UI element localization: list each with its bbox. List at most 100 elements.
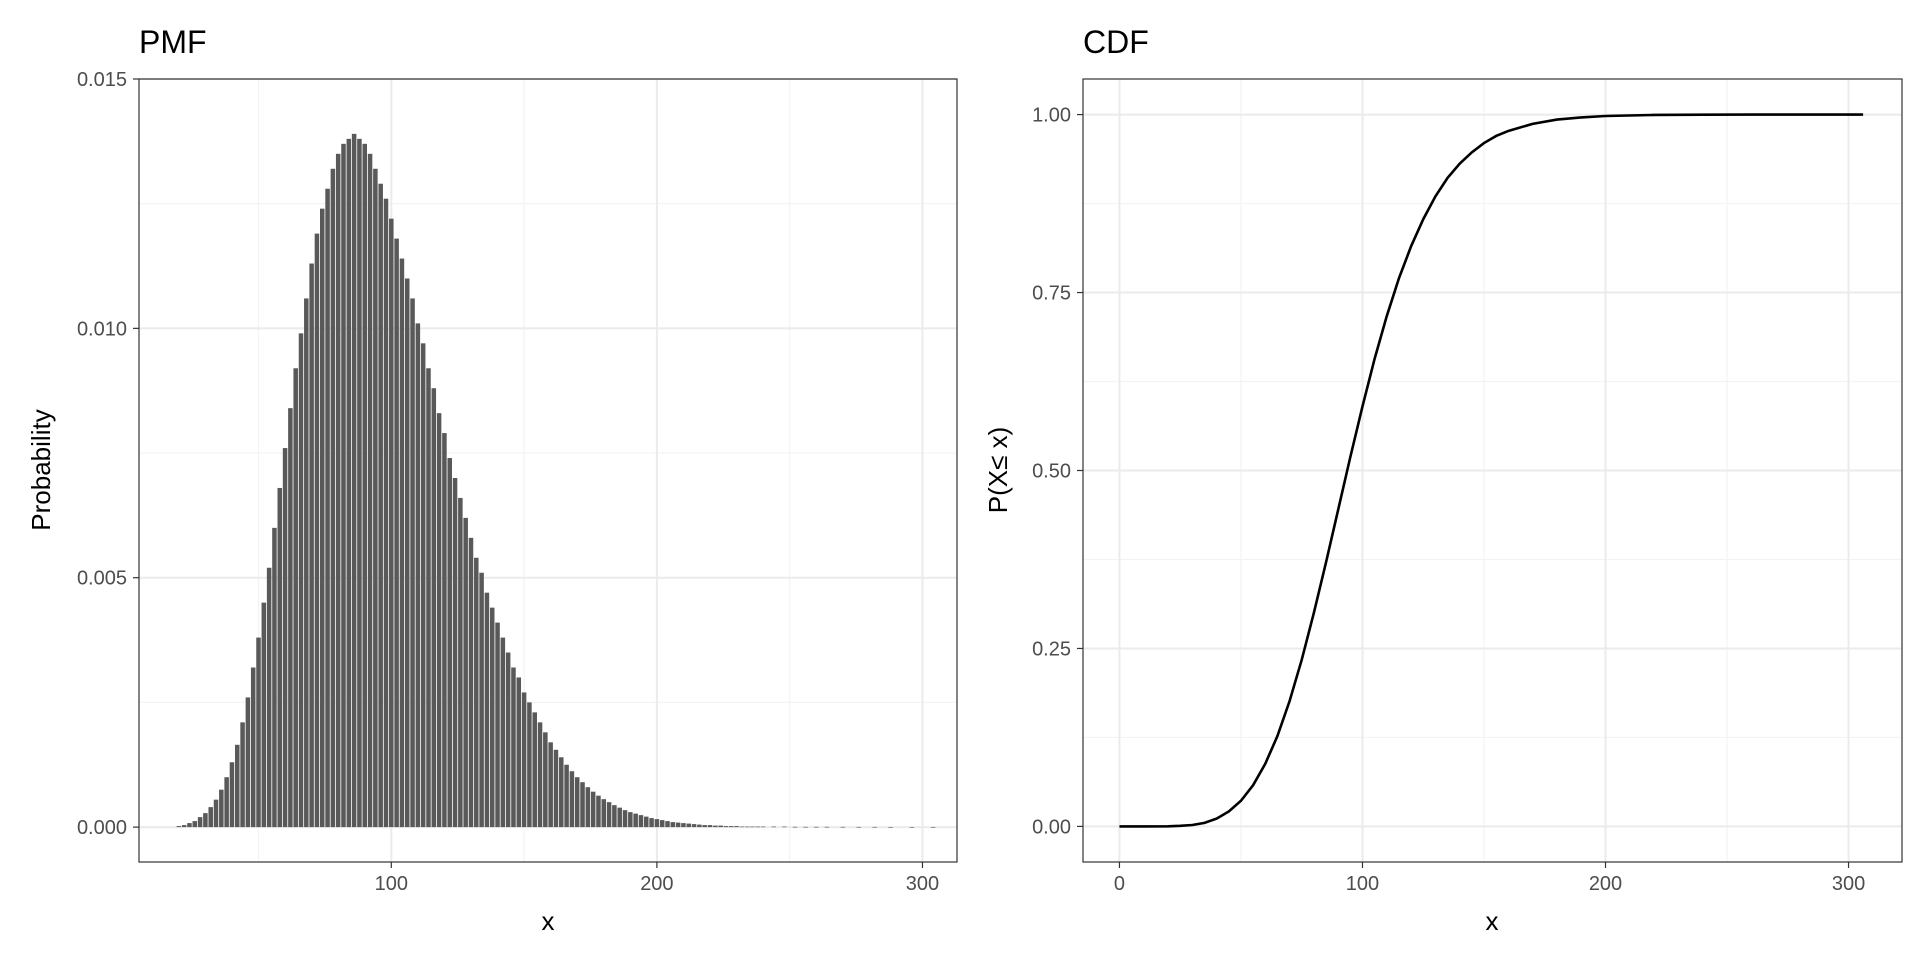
pmf-bar <box>665 821 670 828</box>
cdf-x-axis: 0 100 200 300 <box>1114 862 1865 895</box>
pmf-bar <box>383 198 389 828</box>
pmf-bar <box>468 537 474 828</box>
pmf-bar <box>458 497 463 828</box>
pmf-bar <box>755 826 761 828</box>
cdf-title: CDF <box>1083 24 1149 60</box>
pmf-bar <box>574 777 580 828</box>
pmf-y-tick-label: 0.005 <box>77 568 127 590</box>
pmf-bar <box>362 143 368 828</box>
pmf-bar <box>670 822 676 828</box>
pmf-bar <box>622 810 628 828</box>
pmf-bar <box>229 762 235 828</box>
pmf-bar <box>203 813 208 828</box>
pmf-bar <box>474 557 479 828</box>
pmf-bar <box>431 388 437 828</box>
pmf-bar <box>367 153 373 828</box>
pmf-bar <box>505 652 511 828</box>
pmf-bar <box>782 826 787 828</box>
pmf-bar <box>617 807 622 828</box>
pmf-bar <box>681 823 686 828</box>
pmf-bar <box>713 825 718 828</box>
pmf-bar <box>192 821 198 828</box>
pmf-title: PMF <box>139 24 207 60</box>
pmf-bar <box>266 567 272 828</box>
pmf-bar <box>197 817 203 828</box>
pmf-bar <box>404 278 410 828</box>
pmf-bar <box>840 826 846 828</box>
pmf-bar <box>452 477 458 828</box>
pmf-bar <box>872 826 877 828</box>
pmf-y-axis-title: Probability <box>26 409 56 530</box>
pmf-bar <box>484 592 490 828</box>
pmf-bar <box>792 826 798 828</box>
pmf-bar <box>282 448 288 828</box>
cdf-y-tick-label: 1.00 <box>1032 105 1071 127</box>
pmf-bar <box>426 368 431 828</box>
pmf-bar <box>559 757 564 828</box>
pmf-panel-border <box>138 78 958 863</box>
pmf-bar <box>250 667 256 828</box>
cdf-x-axis-title: x <box>1486 906 1499 936</box>
pmf-bar <box>707 825 713 828</box>
pmf-bar <box>176 826 182 828</box>
pmf-bar <box>734 826 739 828</box>
pmf-bar <box>235 744 240 828</box>
pmf-bar <box>325 188 330 828</box>
pmf-bar <box>447 458 452 828</box>
pmf-x-tick-label: 200 <box>640 873 673 895</box>
pmf-bar <box>208 807 213 828</box>
pmf-bar <box>813 826 819 828</box>
pmf-bar <box>585 787 591 828</box>
pmf-bar <box>628 812 633 828</box>
cdf-grid <box>1083 79 1902 862</box>
pmf-bar <box>909 826 915 828</box>
pmf-bar <box>256 637 261 828</box>
pmf-bar <box>511 667 516 828</box>
pmf-bar <box>760 826 766 828</box>
pmf-bar <box>638 815 644 828</box>
pmf-bar <box>659 820 665 828</box>
cdf-y-axis-title: P(X≤ x) <box>983 427 1013 514</box>
pmf-bar <box>500 637 506 828</box>
cdf-y-axis: 0.00 0.25 0.50 0.75 1.00 <box>1032 105 1083 838</box>
pmf-bar <box>601 799 607 828</box>
pmf-bar <box>495 622 500 828</box>
pmf-bar <box>187 823 192 828</box>
pmf-bar <box>723 826 729 828</box>
pmf-bar <box>304 298 309 828</box>
pmf-bar <box>479 572 484 828</box>
pmf-bar <box>399 258 405 828</box>
pmf-bar <box>272 527 277 828</box>
pmf-bar <box>516 677 522 828</box>
pmf-bar <box>394 238 399 828</box>
pmf-bar <box>181 825 187 828</box>
pmf-bar <box>654 819 660 828</box>
pmf-y-tick-label: 0.010 <box>77 318 127 340</box>
pmf-bar <box>298 333 304 828</box>
pmf-bar <box>548 742 553 828</box>
cdf-y-tick-label: 0.75 <box>1032 283 1071 305</box>
pmf-bar <box>410 298 415 828</box>
pmf-bar <box>532 712 537 828</box>
pmf-bar <box>378 183 383 828</box>
pmf-bar <box>644 816 649 828</box>
pmf-bar <box>771 826 777 828</box>
pmf-bar <box>261 602 267 828</box>
pmf-bar <box>675 822 681 828</box>
pmf-x-axis-title: x <box>542 906 555 936</box>
cdf-panel: CDF 0.00 0.25 0.50 0.75 1.00 0 100 200 300 x P(… <box>983 24 1903 936</box>
pmf-bar <box>930 826 936 828</box>
pmf-bar <box>341 143 346 828</box>
cdf-y-tick-label: 0.50 <box>1032 461 1071 483</box>
pmf-bar <box>351 133 357 828</box>
pmf-bar <box>357 138 362 828</box>
pmf-bar <box>569 771 575 828</box>
pmf-bar <box>718 825 723 828</box>
cdf-line <box>1119 113 1864 828</box>
pmf-bar <box>728 826 734 828</box>
pmf-bar <box>224 777 229 828</box>
pmf-x-tick-label: 300 <box>906 873 939 895</box>
pmf-bar <box>596 795 601 828</box>
pmf-bar <box>697 824 702 828</box>
pmf-bar <box>219 789 224 828</box>
